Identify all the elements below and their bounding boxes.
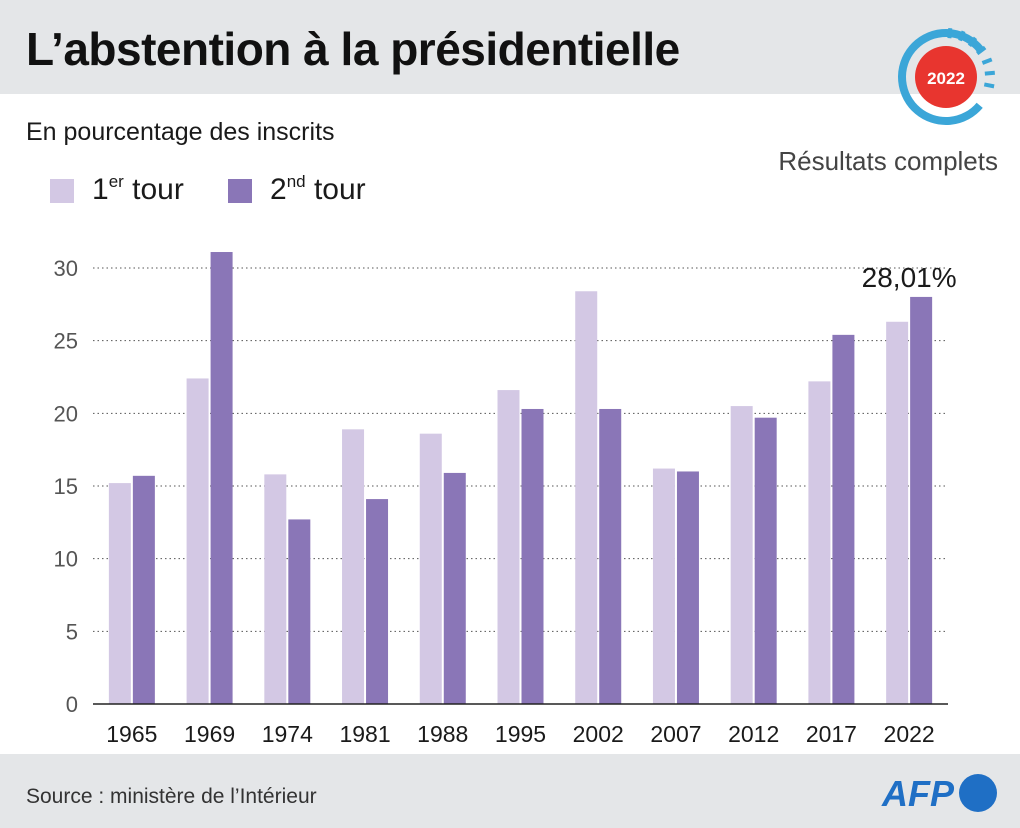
badge-year-label: 2022	[927, 69, 965, 88]
x-tick-label: 2022	[884, 721, 935, 747]
x-tick-label: 1974	[262, 721, 313, 747]
bar-first-round	[730, 406, 753, 704]
badge-red-disc	[915, 46, 977, 108]
legend-swatch-second-round	[228, 179, 252, 203]
x-tick-label: 1965	[106, 721, 157, 747]
source-note: Source : ministère de l’Intérieur	[26, 785, 317, 808]
bar-chart: 0 5 10 15 20 25 30 1965 1969 1974 1981 1988 1995 2002…	[54, 252, 957, 747]
badge-ring-tick	[967, 36, 978, 48]
bar-second-round	[754, 417, 777, 704]
y-tick-label: 25	[54, 329, 78, 354]
badge-ring-arc	[898, 29, 994, 125]
year-badge-icon: 2022	[898, 28, 995, 125]
afp-logo-dot	[959, 774, 997, 812]
bar-second-round	[599, 408, 622, 704]
chart-title: L’abstention à la présidentielle	[26, 23, 680, 75]
y-tick-label: 10	[54, 547, 78, 572]
bar-first-round	[886, 321, 909, 704]
x-tick-label: 1988	[417, 721, 468, 747]
afp-logo-text: AFP	[881, 773, 955, 814]
footer-band	[0, 754, 1020, 828]
badge-ring-tick	[983, 82, 995, 89]
x-tick-label: 2012	[728, 721, 779, 747]
y-tick-label: 30	[54, 256, 78, 281]
y-tick-label: 0	[66, 692, 78, 717]
bar-first-round	[808, 381, 831, 704]
y-tick-label: 20	[54, 401, 78, 426]
bar-second-round	[210, 252, 233, 704]
x-tick-label: 1981	[339, 721, 390, 747]
legend-swatch-first-round	[50, 179, 74, 203]
bar-first-round	[342, 429, 365, 704]
x-tick-label: 2017	[806, 721, 857, 747]
bar-first-round	[108, 483, 131, 704]
value-annotation: 28,01%	[862, 262, 957, 293]
bar-second-round	[288, 519, 311, 704]
bar-first-round	[186, 378, 209, 704]
results-status: Résultats complets	[778, 146, 998, 176]
x-tick-label: 1995	[495, 721, 546, 747]
bar-first-round	[264, 474, 287, 704]
badge-ring-tick	[981, 57, 993, 65]
bar-second-round	[521, 408, 544, 704]
bar-second-round	[832, 334, 855, 704]
badge-ring-tick	[947, 28, 953, 39]
badge-ring-tick	[975, 45, 987, 56]
x-tick-label: 2002	[573, 721, 624, 747]
afp-logo: AFP	[881, 773, 997, 814]
chart-subtitle: En pourcentage des inscrits	[26, 118, 335, 146]
y-tick-label: 5	[66, 619, 78, 644]
legend-label-second-round: 2nd tour	[270, 172, 366, 206]
bar-second-round	[676, 471, 699, 704]
y-tick-label: 15	[54, 474, 78, 499]
bar-first-round	[419, 433, 442, 704]
bar-second-round	[910, 296, 933, 704]
x-tick-label: 2007	[650, 721, 701, 747]
badge-ring-tick	[958, 30, 966, 42]
bar-second-round	[443, 472, 466, 704]
legend-label-first-round: 1er tour	[92, 172, 184, 206]
bar-first-round	[575, 291, 598, 704]
bar-first-round	[652, 468, 675, 704]
badge-ring	[898, 28, 995, 125]
bar-first-round	[497, 390, 520, 704]
title-band	[0, 0, 1020, 94]
x-tick-label: 1969	[184, 721, 235, 747]
badge-ring-tick	[984, 70, 995, 76]
bar-second-round	[132, 475, 155, 704]
bar-second-round	[366, 499, 389, 704]
